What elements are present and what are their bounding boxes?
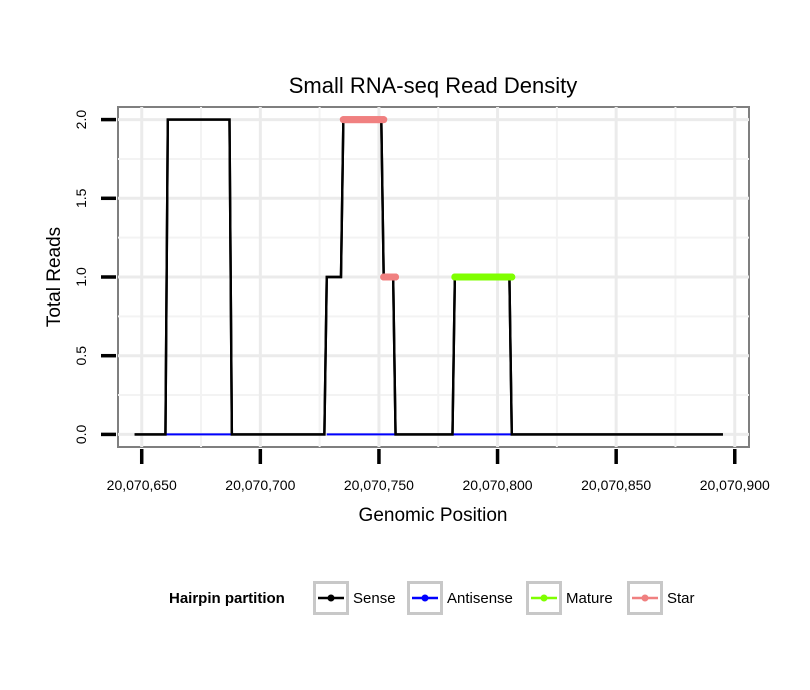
x-tick-label: 20,070,850: [581, 477, 651, 493]
legend: Hairpin partition Sense Antisense Mature St…: [169, 581, 695, 615]
legend-label-mature: Mature: [566, 590, 613, 607]
x-tick-label: 20,070,700: [225, 477, 295, 493]
legend-label-star: Star: [667, 590, 695, 607]
chart-title: Small RNA-seq Read Density: [289, 73, 578, 98]
legend-label-sense: Sense: [353, 590, 396, 607]
legend-dot-star: [641, 594, 649, 602]
x-tick-label: 20,070,900: [700, 477, 770, 493]
x-axis-title: Genomic Position: [359, 505, 508, 526]
y-tick-label: 1.5: [73, 188, 89, 208]
x-tick-label: 20,070,800: [463, 477, 533, 493]
axes: 20,070,650 20,070,700 20,070,750 20,070,800…: [73, 110, 770, 493]
x-tick-label: 20,070,650: [107, 477, 177, 493]
series-layer: [134, 116, 723, 436]
legend-title: Hairpin partition: [169, 590, 285, 607]
legend-dot-antisense: [421, 594, 429, 602]
y-tick-label: 0.5: [73, 346, 89, 366]
y-tick-label: 0.0: [73, 424, 89, 444]
x-tick-label: 20,070,750: [344, 477, 414, 493]
legend-label-antisense: Antisense: [447, 590, 513, 607]
y-tick-label: 1.0: [73, 267, 89, 287]
y-axis-title: Total Reads: [44, 227, 65, 327]
y-tick-label: 2.0: [73, 110, 89, 130]
legend-dot-sense: [327, 594, 335, 602]
grid: [118, 107, 749, 447]
legend-dot-mature: [540, 594, 548, 602]
